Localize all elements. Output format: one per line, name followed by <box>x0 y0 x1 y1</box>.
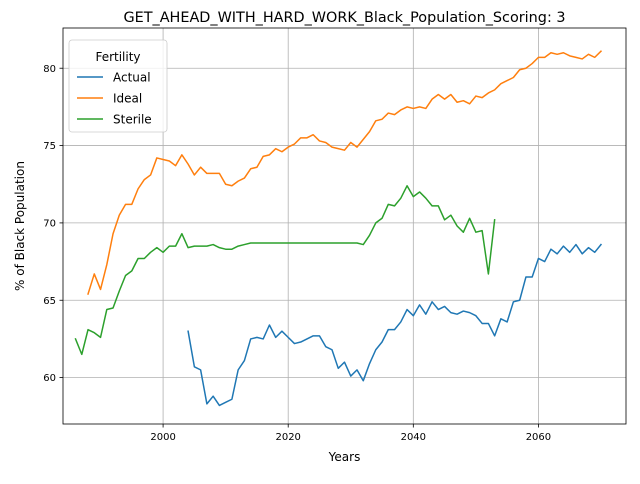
y-tick-label: 70 <box>43 219 56 230</box>
x-tick-label: 2060 <box>526 432 551 443</box>
series-lines <box>74 50 603 407</box>
y-tick-label: 65 <box>43 296 56 307</box>
legend-entry-ideal: Ideal <box>77 91 142 105</box>
legend-entries: Actual Ideal Sterile <box>77 70 152 126</box>
legend-box <box>68 39 168 133</box>
legend-entry-actual: Actual <box>77 70 151 84</box>
y-axis-label: % of Black Population <box>13 161 27 291</box>
y-tick-label: 60 <box>43 373 56 384</box>
y-tick-label: 75 <box>43 141 56 152</box>
legend: Fertility Actual Ideal Sterile <box>68 39 168 133</box>
x-tick-label: 2040 <box>401 432 426 443</box>
series-line-ideal <box>87 50 603 295</box>
x-tick-label: 2020 <box>275 432 300 443</box>
x-axis-label: Years <box>328 450 361 464</box>
series-line-sterile <box>74 185 496 356</box>
y-tick-label: 80 <box>43 64 56 75</box>
legend-label: Ideal <box>113 91 142 105</box>
legend-title: Fertility <box>95 50 140 64</box>
series-line-actual <box>187 243 603 407</box>
axis-ticks: 2000 2020 2040 2060 60 65 70 75 80 <box>43 64 551 443</box>
legend-label: Actual <box>113 70 151 84</box>
legend-label: Sterile <box>113 112 152 126</box>
legend-entry-sterile: Sterile <box>77 112 152 126</box>
plot-frame <box>62 27 627 425</box>
x-tick-label: 2000 <box>150 432 175 443</box>
chart-title: GET_AHEAD_WITH_HARD_WORK_Black_Populatio… <box>123 10 565 26</box>
